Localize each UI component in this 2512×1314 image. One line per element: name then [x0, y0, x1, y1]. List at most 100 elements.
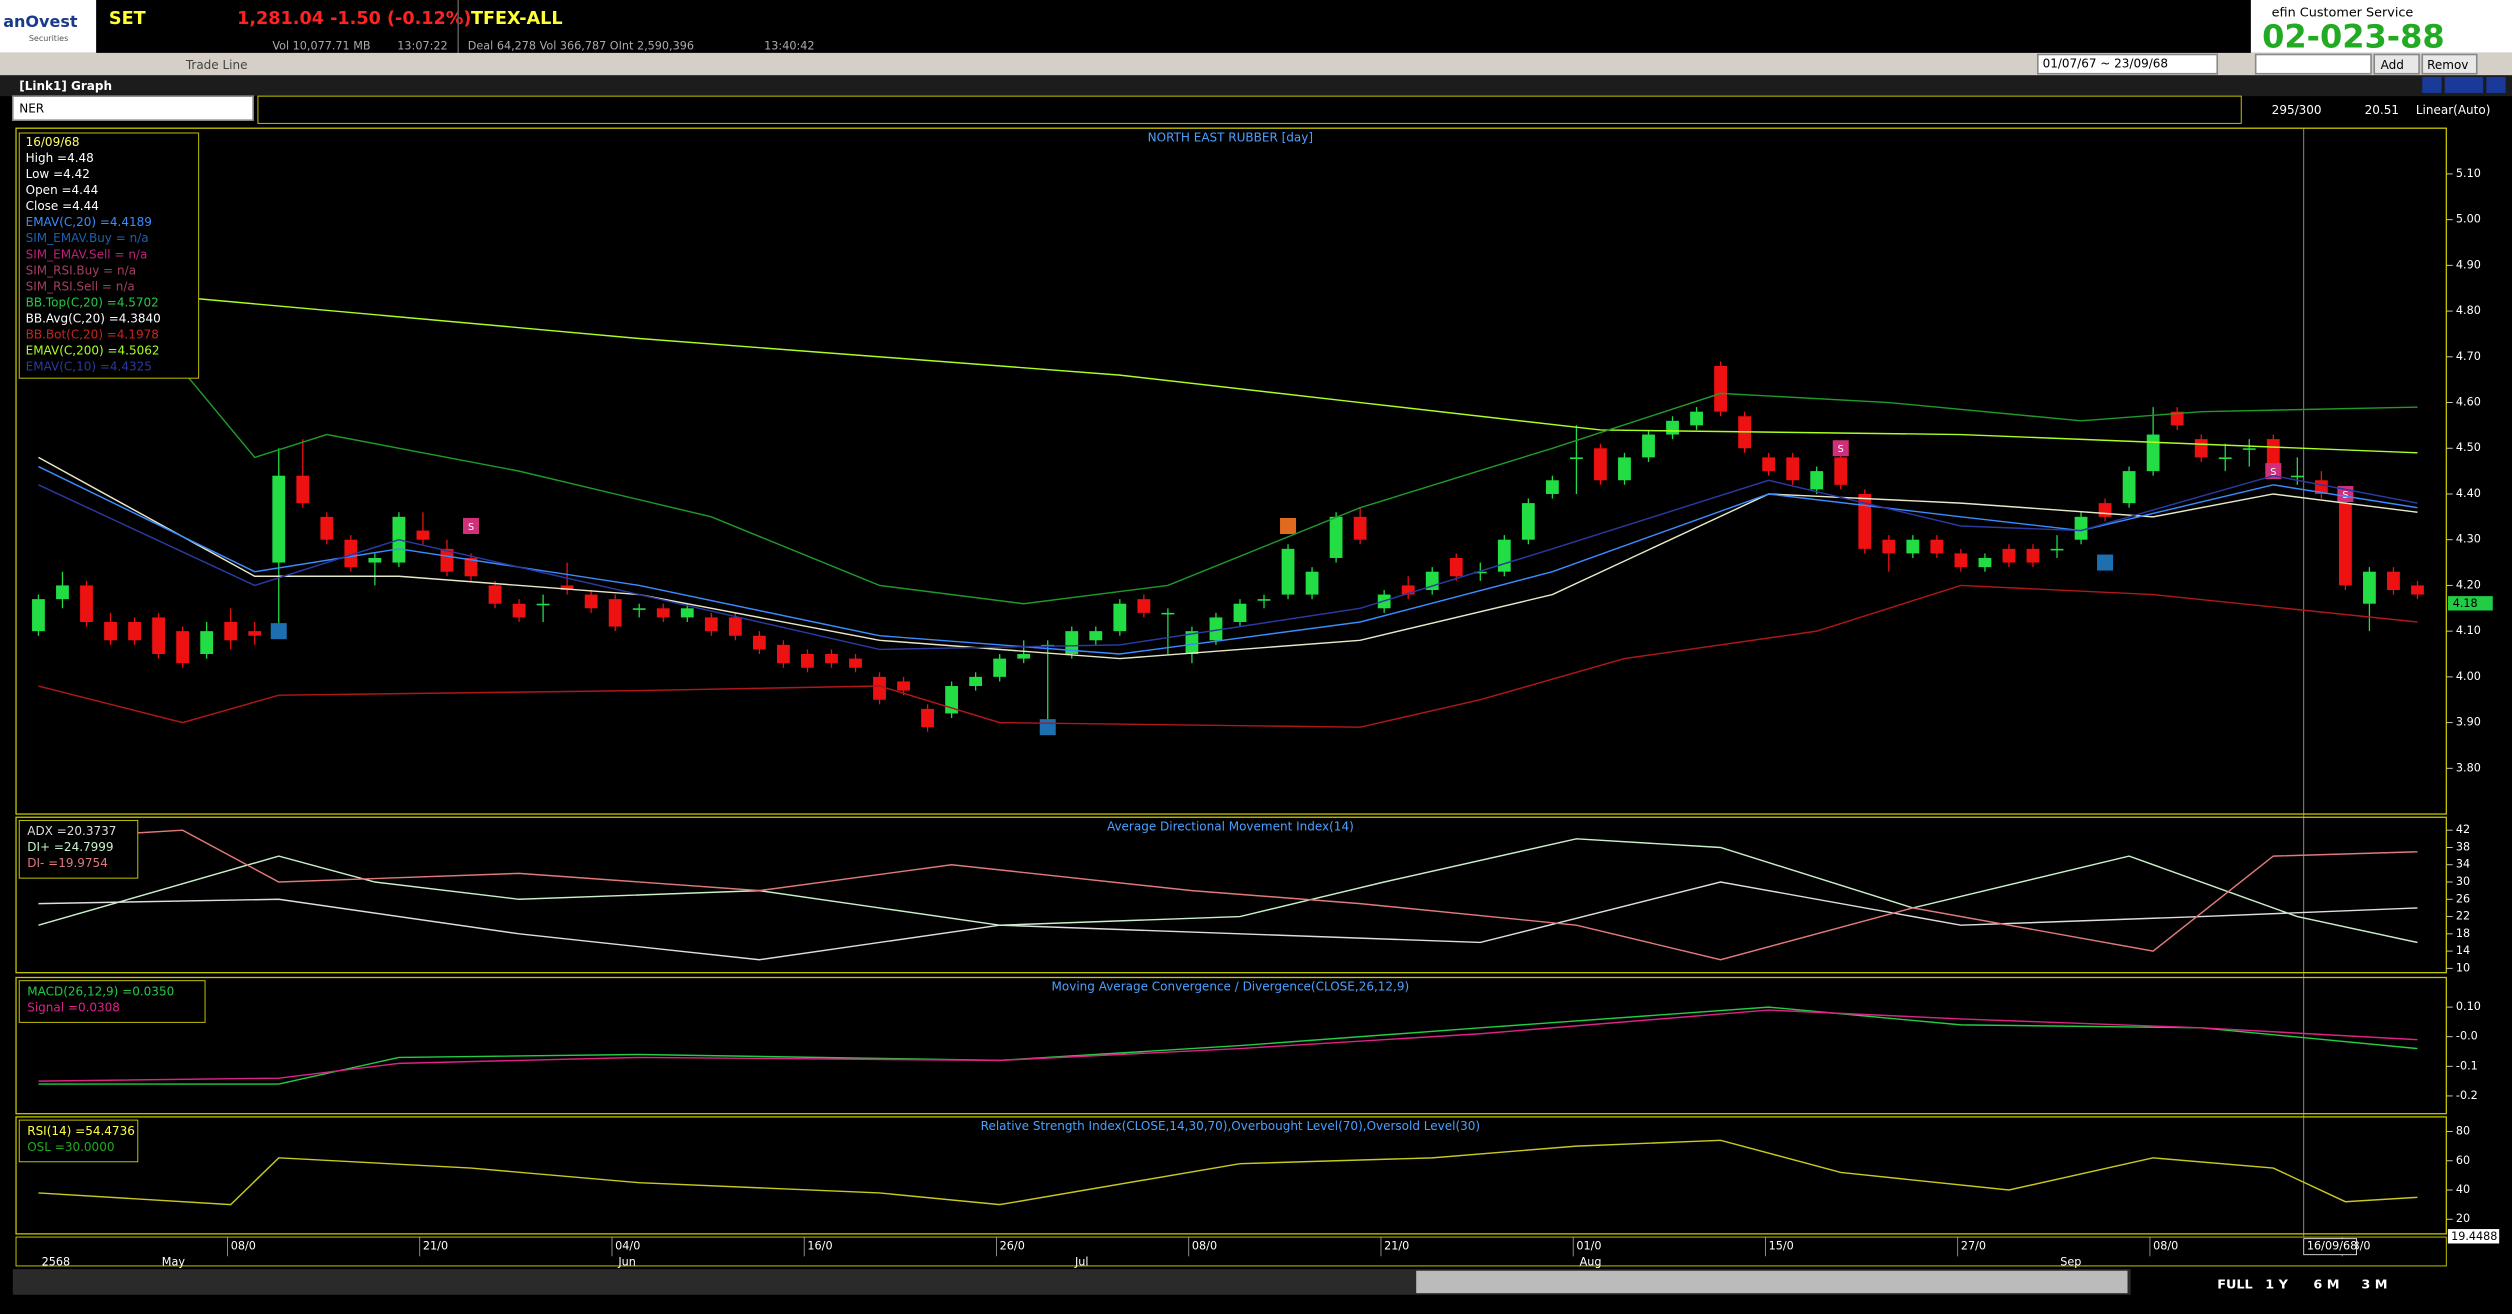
candle-body	[344, 539, 358, 568]
candle-body	[80, 585, 93, 623]
panel-title: Average Directional Movement Index(14)	[1107, 819, 1354, 833]
indicator-line	[182, 370, 2418, 605]
candle-body	[1185, 631, 1199, 655]
candle-body	[272, 475, 286, 563]
legend-box	[18, 819, 139, 879]
add-button[interactable]	[2373, 53, 2420, 75]
candle-body	[2098, 503, 2112, 517]
range-button[interactable]: 1 Y	[2265, 1278, 2288, 1293]
candle-body	[2338, 503, 2352, 586]
candle-body	[1161, 612, 1175, 615]
tfex-label: TFEX-ALL	[471, 9, 563, 29]
y-tick-label: 22	[2456, 910, 2470, 923]
panel	[15, 1116, 2447, 1235]
candle-body	[1570, 457, 1583, 460]
y-tick-label: 4.90	[2456, 258, 2481, 271]
add-label: Add	[2381, 58, 2404, 72]
candle-body	[1521, 503, 1535, 540]
candle-body	[1233, 603, 1247, 623]
signal-marker	[2097, 554, 2114, 571]
signal-marker	[270, 623, 287, 640]
candle-body	[608, 599, 622, 627]
candle-body	[1762, 457, 1776, 472]
x-tick-label: 08/0	[1192, 1240, 1217, 1253]
range-button[interactable]: 6 M	[2313, 1278, 2339, 1293]
legend-entry: DI+ =24.7999	[27, 840, 113, 854]
data-window	[18, 132, 200, 379]
candle-body	[776, 644, 790, 664]
window-button[interactable]	[2422, 76, 2442, 93]
signal-marker	[2265, 463, 2282, 480]
range-button[interactable]: FULL	[2217, 1278, 2252, 1293]
candle-body	[1545, 480, 1559, 494]
data-window-line: Close =4.44	[26, 199, 99, 213]
set-label: SET	[109, 9, 146, 29]
x-tick-label: 27/0	[1961, 1240, 1986, 1253]
legend-entry: ADX =20.3737	[27, 824, 116, 838]
toolbar	[0, 52, 2512, 76]
y-tick-label: -0.2	[2456, 1089, 2478, 1102]
remove-button[interactable]	[2421, 53, 2478, 75]
candle-body	[2122, 471, 2136, 504]
candle-body	[1690, 411, 1703, 426]
candle-body	[296, 475, 310, 504]
candle-body	[1594, 448, 1607, 481]
window-button[interactable]	[2444, 76, 2484, 93]
candle-body	[56, 585, 69, 600]
legend-entry: Signal =0.0308	[27, 1000, 120, 1014]
month-label: Jul	[1074, 1256, 1089, 1269]
candle-body	[1401, 585, 1415, 595]
legend-entry: DI- =19.9754	[27, 856, 108, 870]
legend-box	[18, 1119, 139, 1163]
candle-body	[560, 585, 574, 590]
data-window-line: BB.Top(C,20) =4.5702	[26, 295, 159, 309]
signal-label: S	[2270, 467, 2276, 478]
data-window-line: EMAV(C,10) =4.4325	[26, 359, 152, 373]
candle-body	[1449, 557, 1463, 577]
candle-body	[584, 594, 598, 609]
indicator-line	[38, 584, 2418, 728]
candle-body	[969, 676, 983, 687]
tfex-info: Deal 64,278 Vol 366,787 OInt 2,590,396	[468, 39, 694, 52]
signal-label: S	[468, 522, 474, 533]
range-button[interactable]: 3 M	[2361, 1278, 2387, 1293]
candle-body	[632, 608, 646, 610]
zoom: 20.51	[2365, 103, 2399, 117]
trade-line-button[interactable]: Trade Line	[185, 58, 248, 72]
candle-body	[2218, 457, 2232, 460]
scroll-thumb[interactable]	[1416, 1270, 2128, 1294]
y-tick-label: 4.10	[2456, 624, 2481, 637]
y-tick-label: 38	[2456, 840, 2470, 853]
data-window-line: High =4.48	[26, 151, 94, 165]
x-tick-label: 21/0	[423, 1240, 448, 1253]
candle-body	[1113, 603, 1127, 632]
date-range[interactable]	[2036, 53, 2219, 75]
set-value: 1,281.04 -1.50 (-0.12%)	[237, 9, 471, 29]
candle-body	[2242, 448, 2256, 450]
candle-body	[1834, 457, 1848, 485]
candle-body	[512, 603, 526, 618]
symbol-input[interactable]	[12, 95, 254, 121]
dropdown[interactable]	[2254, 53, 2372, 75]
y-tick-label: 4.20	[2456, 578, 2481, 591]
candle-body	[2002, 548, 2016, 563]
y-tick-label: 60	[2456, 1154, 2470, 1167]
candle-body	[2194, 439, 2208, 458]
candle-body	[176, 631, 190, 664]
candle-body	[993, 658, 1007, 677]
data-window-line: BB.Avg(C,20) =4.3840	[26, 311, 161, 325]
y-tick-label: 18	[2456, 927, 2470, 940]
signal-marker	[1832, 440, 1849, 457]
y-tick-label: 4.80	[2456, 304, 2481, 317]
candle-body	[224, 622, 238, 641]
signal-label: S	[2342, 490, 2348, 501]
info-bar	[257, 95, 2242, 124]
panel	[15, 816, 2447, 974]
candle-body	[1786, 457, 1800, 481]
data-window-line: SIM_RSI.Buy = n/a	[26, 263, 136, 277]
x-tick-label: 26/0	[1000, 1240, 1025, 1253]
window-button[interactable]	[2486, 76, 2506, 93]
candle-body	[1930, 539, 1944, 554]
indicator-line	[182, 296, 2418, 454]
y-tick-label: 4.00	[2456, 670, 2481, 683]
